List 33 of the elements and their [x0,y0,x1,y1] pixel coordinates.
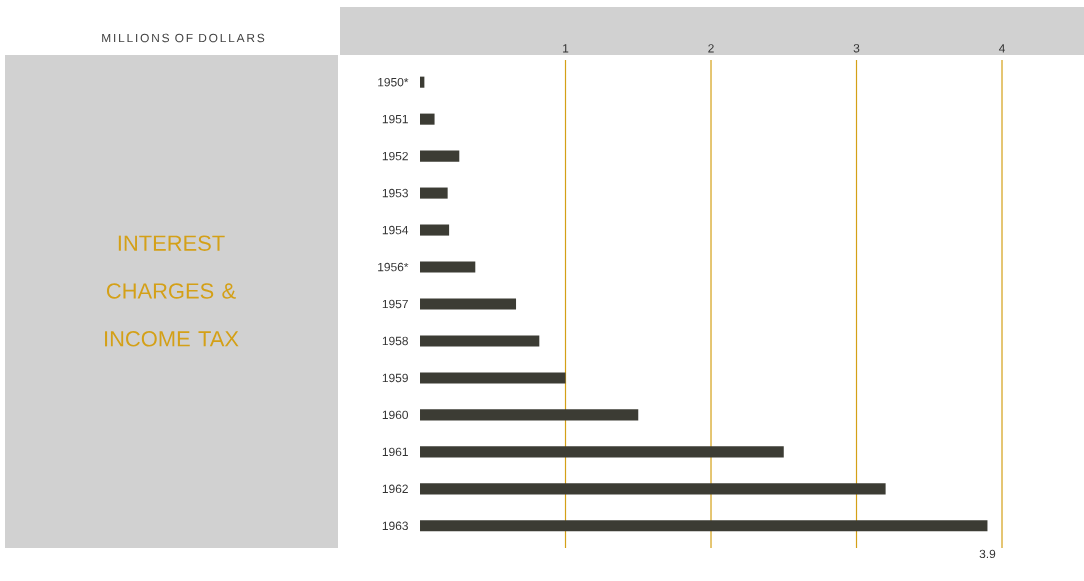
x-tick-label: 2 [708,44,714,53]
bar [420,335,540,347]
y-tick-label: 1960 [382,410,409,420]
y-tick-label: 1961 [382,447,408,457]
y-tick-label: 1963 [382,521,408,531]
bar [420,483,886,495]
chart-title: INTEREST CHARGES & INCOME TAX [105,235,239,347]
y-tick-label: 1953 [382,188,408,198]
bar [420,298,517,310]
bar [420,113,435,125]
y-tick-label: 1959 [382,373,408,383]
annotation: 3.9 [979,549,996,559]
y-tick-label: 1952 [382,151,408,161]
text: MILLIONS OF DOLLARS [102,33,265,43]
bar [420,150,460,162]
bar [420,372,566,384]
bar [420,261,476,273]
y-tick-label: 1950* [378,77,409,87]
bar [420,520,988,532]
y-tick-label: 1958 [382,336,408,346]
y-tick-label: 1957 [382,299,408,309]
x-tick-label: 3 [853,44,860,53]
bar [420,446,784,458]
x-tick-label: 1 [563,44,569,53]
bar [420,76,425,88]
bar [420,187,448,199]
y-tick-label: 1956* [378,262,409,272]
y-tick-label: 1954 [382,225,409,235]
y-tick-label: 1962 [382,484,408,494]
bar [420,409,639,421]
bar [420,224,450,236]
y-tick-label: 1951 [382,114,408,124]
x-tick-label: 4 [998,44,1005,53]
